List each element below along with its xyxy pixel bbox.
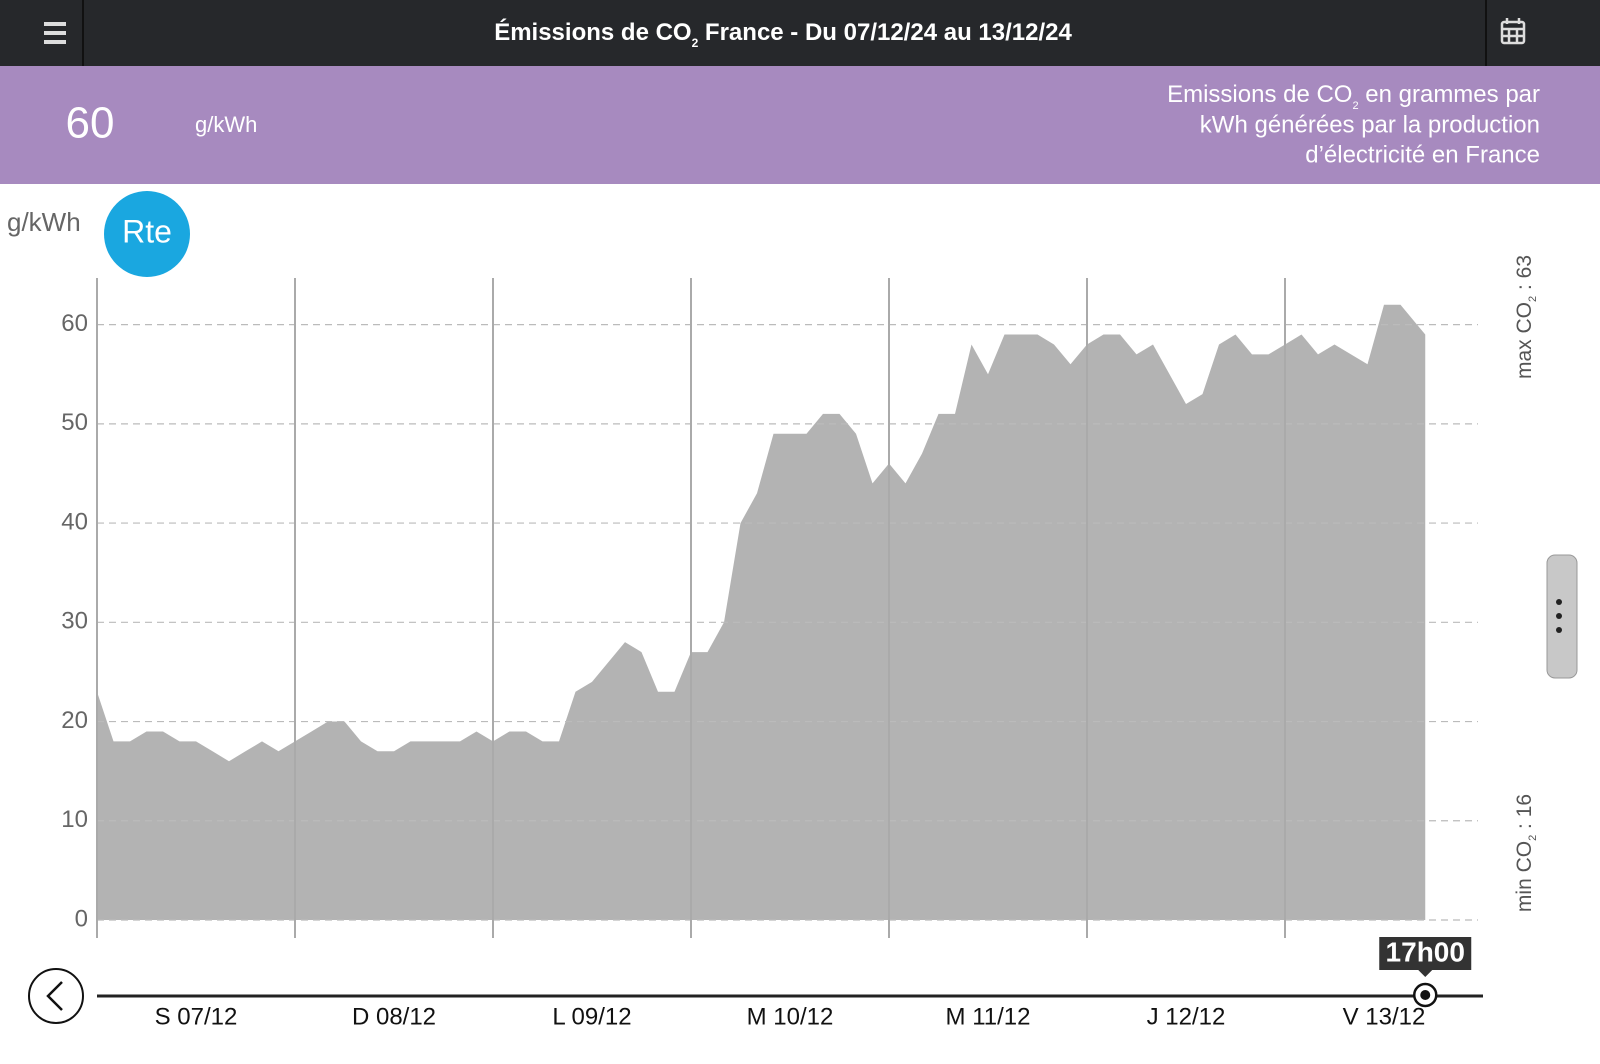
y-axis-label: g/kWh xyxy=(7,207,81,237)
min-subscript: 2 xyxy=(1527,835,1539,841)
y-tick-label: 60 xyxy=(61,310,88,337)
description-line: Emissions de CO2 en grammes par xyxy=(1167,81,1540,112)
max-subscript: 2 xyxy=(1527,296,1539,302)
area xyxy=(97,304,1426,920)
y-tick-label: 30 xyxy=(61,608,88,635)
calendar-button[interactable] xyxy=(1500,18,1526,45)
x-tick-label: V 13/12 xyxy=(1343,1003,1426,1030)
title-subscript: 2 xyxy=(692,36,699,50)
side-handle[interactable] xyxy=(1546,554,1578,679)
min-value: 16 xyxy=(1513,794,1536,817)
min-text: min CO xyxy=(1513,841,1536,912)
min-label: min CO2 : 16 xyxy=(1513,794,1539,912)
top-bar xyxy=(0,0,1600,66)
time-badge xyxy=(1379,937,1472,970)
x-tick-label: L 09/12 xyxy=(552,1003,631,1030)
x-tick-label: S 07/12 xyxy=(155,1003,238,1030)
max-sep: : xyxy=(1513,278,1536,296)
description-line: kWh générées par la production xyxy=(1200,111,1540,138)
rte-logo xyxy=(104,191,190,277)
x-tick-label: M 11/12 xyxy=(946,1003,1031,1030)
description-part: Emissions de CO xyxy=(1167,81,1352,108)
time-cursor-dot xyxy=(1420,990,1431,1000)
page-title: Émissions de CO2 France - Du 07/12/24 au… xyxy=(494,18,1072,50)
current-value: 60 xyxy=(66,99,115,148)
menu-button[interactable] xyxy=(44,22,66,44)
description-line: d’électricité en France xyxy=(1305,141,1540,168)
max-text: max CO xyxy=(1513,302,1536,379)
back-button[interactable] xyxy=(28,968,84,1024)
time-badge-label: 17h00 xyxy=(1386,936,1465,967)
y-tick-label: 0 xyxy=(75,905,88,932)
rte-logo-text: Rte xyxy=(122,213,172,249)
info-banner xyxy=(0,66,1600,184)
current-unit: g/kWh xyxy=(195,112,257,137)
y-tick-label: 40 xyxy=(61,508,88,535)
max-value: 63 xyxy=(1513,255,1536,278)
x-tick-label: J 12/12 xyxy=(1147,1003,1226,1030)
description-subscript: 2 xyxy=(1352,100,1358,112)
x-tick-label: M 10/12 xyxy=(747,1003,834,1030)
title-part: France - Du 07/12/24 au 13/12/24 xyxy=(698,19,1072,46)
title-part: Émissions de CO xyxy=(494,18,691,46)
y-tick-label: 10 xyxy=(61,806,88,833)
max-label: max CO2 : 63 xyxy=(1513,255,1539,379)
y-tick-label: 20 xyxy=(61,707,88,734)
description-part: en grammes par xyxy=(1359,81,1540,108)
min-sep: : xyxy=(1513,817,1536,835)
x-tick-label: D 08/12 xyxy=(352,1003,436,1030)
time-badge-pointer xyxy=(1418,970,1433,977)
y-tick-label: 50 xyxy=(61,409,88,436)
